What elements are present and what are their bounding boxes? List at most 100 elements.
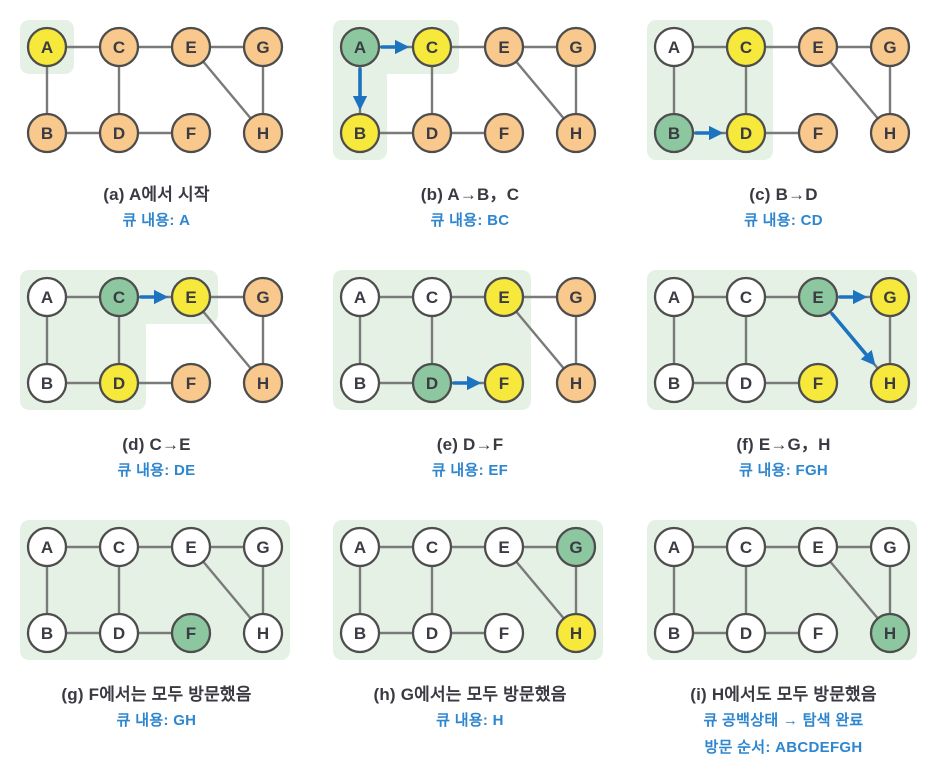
panel-c: A B C D E F G H (c) B→D 큐 내용: CD <box>627 0 940 250</box>
panel-e: A B C D E F G H (e) D→F 큐 내용: EF <box>313 250 627 500</box>
queue-status-d-0: 큐 내용: DE <box>117 462 196 480</box>
node-label-C: C <box>739 288 751 307</box>
node-circle-D <box>411 612 453 654</box>
node-label-F: F <box>812 374 822 393</box>
node-H: H <box>555 112 597 154</box>
node-circle-F <box>797 112 838 154</box>
node-H: H <box>242 112 283 154</box>
node-circle-F <box>170 362 211 404</box>
node-label-A: A <box>354 538 366 557</box>
node-C: C <box>411 526 453 568</box>
graph-diagram-c: A B C D E F G H <box>646 20 910 160</box>
node-B: B <box>26 612 67 654</box>
node-E: E <box>483 26 525 68</box>
node-A: A <box>339 526 381 568</box>
node-circle-E <box>483 26 525 68</box>
node-circle-H <box>242 612 283 654</box>
node-circle-C <box>98 276 139 318</box>
visited-region <box>646 520 917 660</box>
node-E: E <box>797 526 838 568</box>
node-A: A <box>653 526 694 568</box>
node-label-D: D <box>426 624 438 643</box>
node-label-F: F <box>499 624 509 643</box>
node-D: D <box>725 612 766 654</box>
graph-diagram-d: A B C D E F G H <box>19 270 283 410</box>
node-circle-B <box>26 612 67 654</box>
node-circle-F <box>483 362 525 404</box>
node-C: C <box>98 526 139 568</box>
step-caption-f: (f) E→G，H <box>736 435 831 454</box>
node-circle-H <box>242 362 283 404</box>
node-F: F <box>483 112 525 154</box>
node-circle-E <box>797 276 838 318</box>
step-caption-h: (h) G에서는 모두 방문했음 <box>373 685 567 704</box>
queue-status-e-0: 큐 내용: EF <box>431 462 509 480</box>
node-label-A: A <box>667 538 679 557</box>
node-circle-E <box>797 526 838 568</box>
graph-diagram-a: A B C D E F G H <box>19 20 283 154</box>
node-circle-B <box>653 362 694 404</box>
node-H: H <box>869 612 910 654</box>
node-E: E <box>483 276 525 318</box>
node-G: G <box>242 276 283 318</box>
node-label-D: D <box>112 374 124 393</box>
node-A: A <box>26 276 67 318</box>
node-C: C <box>725 276 766 318</box>
node-A: A <box>26 526 67 568</box>
queue-status-h-0: 큐 내용: H <box>436 712 504 730</box>
node-D: D <box>98 362 139 404</box>
node-circle-H <box>242 112 283 154</box>
node-D: D <box>98 112 139 154</box>
panel-i: A B C D E F G H (i) H에서도 모두 방문했음 큐 공백상태 → 탐색 완료 방문… <box>627 500 940 761</box>
graph-diagram-i: A B C D E F G H <box>646 520 917 660</box>
node-C: C <box>411 26 453 68</box>
node-G: G <box>869 26 910 68</box>
node-label-F: F <box>185 624 195 643</box>
node-F: F <box>797 612 838 654</box>
node-G: G <box>242 26 283 68</box>
node-E: E <box>170 526 211 568</box>
node-label-C: C <box>112 538 124 557</box>
node-B: B <box>339 362 381 404</box>
node-C: C <box>725 526 766 568</box>
node-circle-C <box>725 26 766 68</box>
node-circle-E <box>170 26 211 68</box>
node-E: E <box>170 276 211 318</box>
node-label-G: G <box>883 38 896 57</box>
node-label-H: H <box>883 124 895 143</box>
node-H: H <box>869 362 910 404</box>
node-label-G: G <box>569 288 582 307</box>
node-label-C: C <box>426 538 438 557</box>
node-G: G <box>555 276 597 318</box>
step-caption-g: (g) F에서는 모두 방문했음 <box>61 685 252 704</box>
node-D: D <box>725 362 766 404</box>
node-A: A <box>653 26 694 68</box>
node-H: H <box>242 612 283 654</box>
node-label-A: A <box>354 38 366 57</box>
visited-region <box>333 520 603 660</box>
node-G: G <box>869 526 910 568</box>
node-circle-D <box>411 362 453 404</box>
queue-status-c-0: 큐 내용: CD <box>744 212 823 230</box>
node-circle-C <box>725 526 766 568</box>
step-caption-e: (e) D→F <box>436 435 504 454</box>
node-label-H: H <box>256 124 268 143</box>
node-A: A <box>26 26 67 68</box>
node-label-G: G <box>256 38 269 57</box>
node-circle-D <box>411 112 453 154</box>
node-circle-B <box>26 112 67 154</box>
node-label-D: D <box>112 124 124 143</box>
node-label-E: E <box>498 288 509 307</box>
node-F: F <box>483 612 525 654</box>
node-circle-C <box>98 26 139 68</box>
node-label-B: B <box>354 374 366 393</box>
node-circle-H <box>869 112 910 154</box>
node-circle-H <box>869 362 910 404</box>
panel-b: A B C D E F G H (b) A→B，C 큐 내용: BC <box>313 0 627 250</box>
node-circle-G <box>242 26 283 68</box>
node-label-H: H <box>883 624 895 643</box>
node-D: D <box>411 112 453 154</box>
node-C: C <box>411 276 453 318</box>
node-F: F <box>170 612 211 654</box>
node-circle-A <box>339 26 381 68</box>
